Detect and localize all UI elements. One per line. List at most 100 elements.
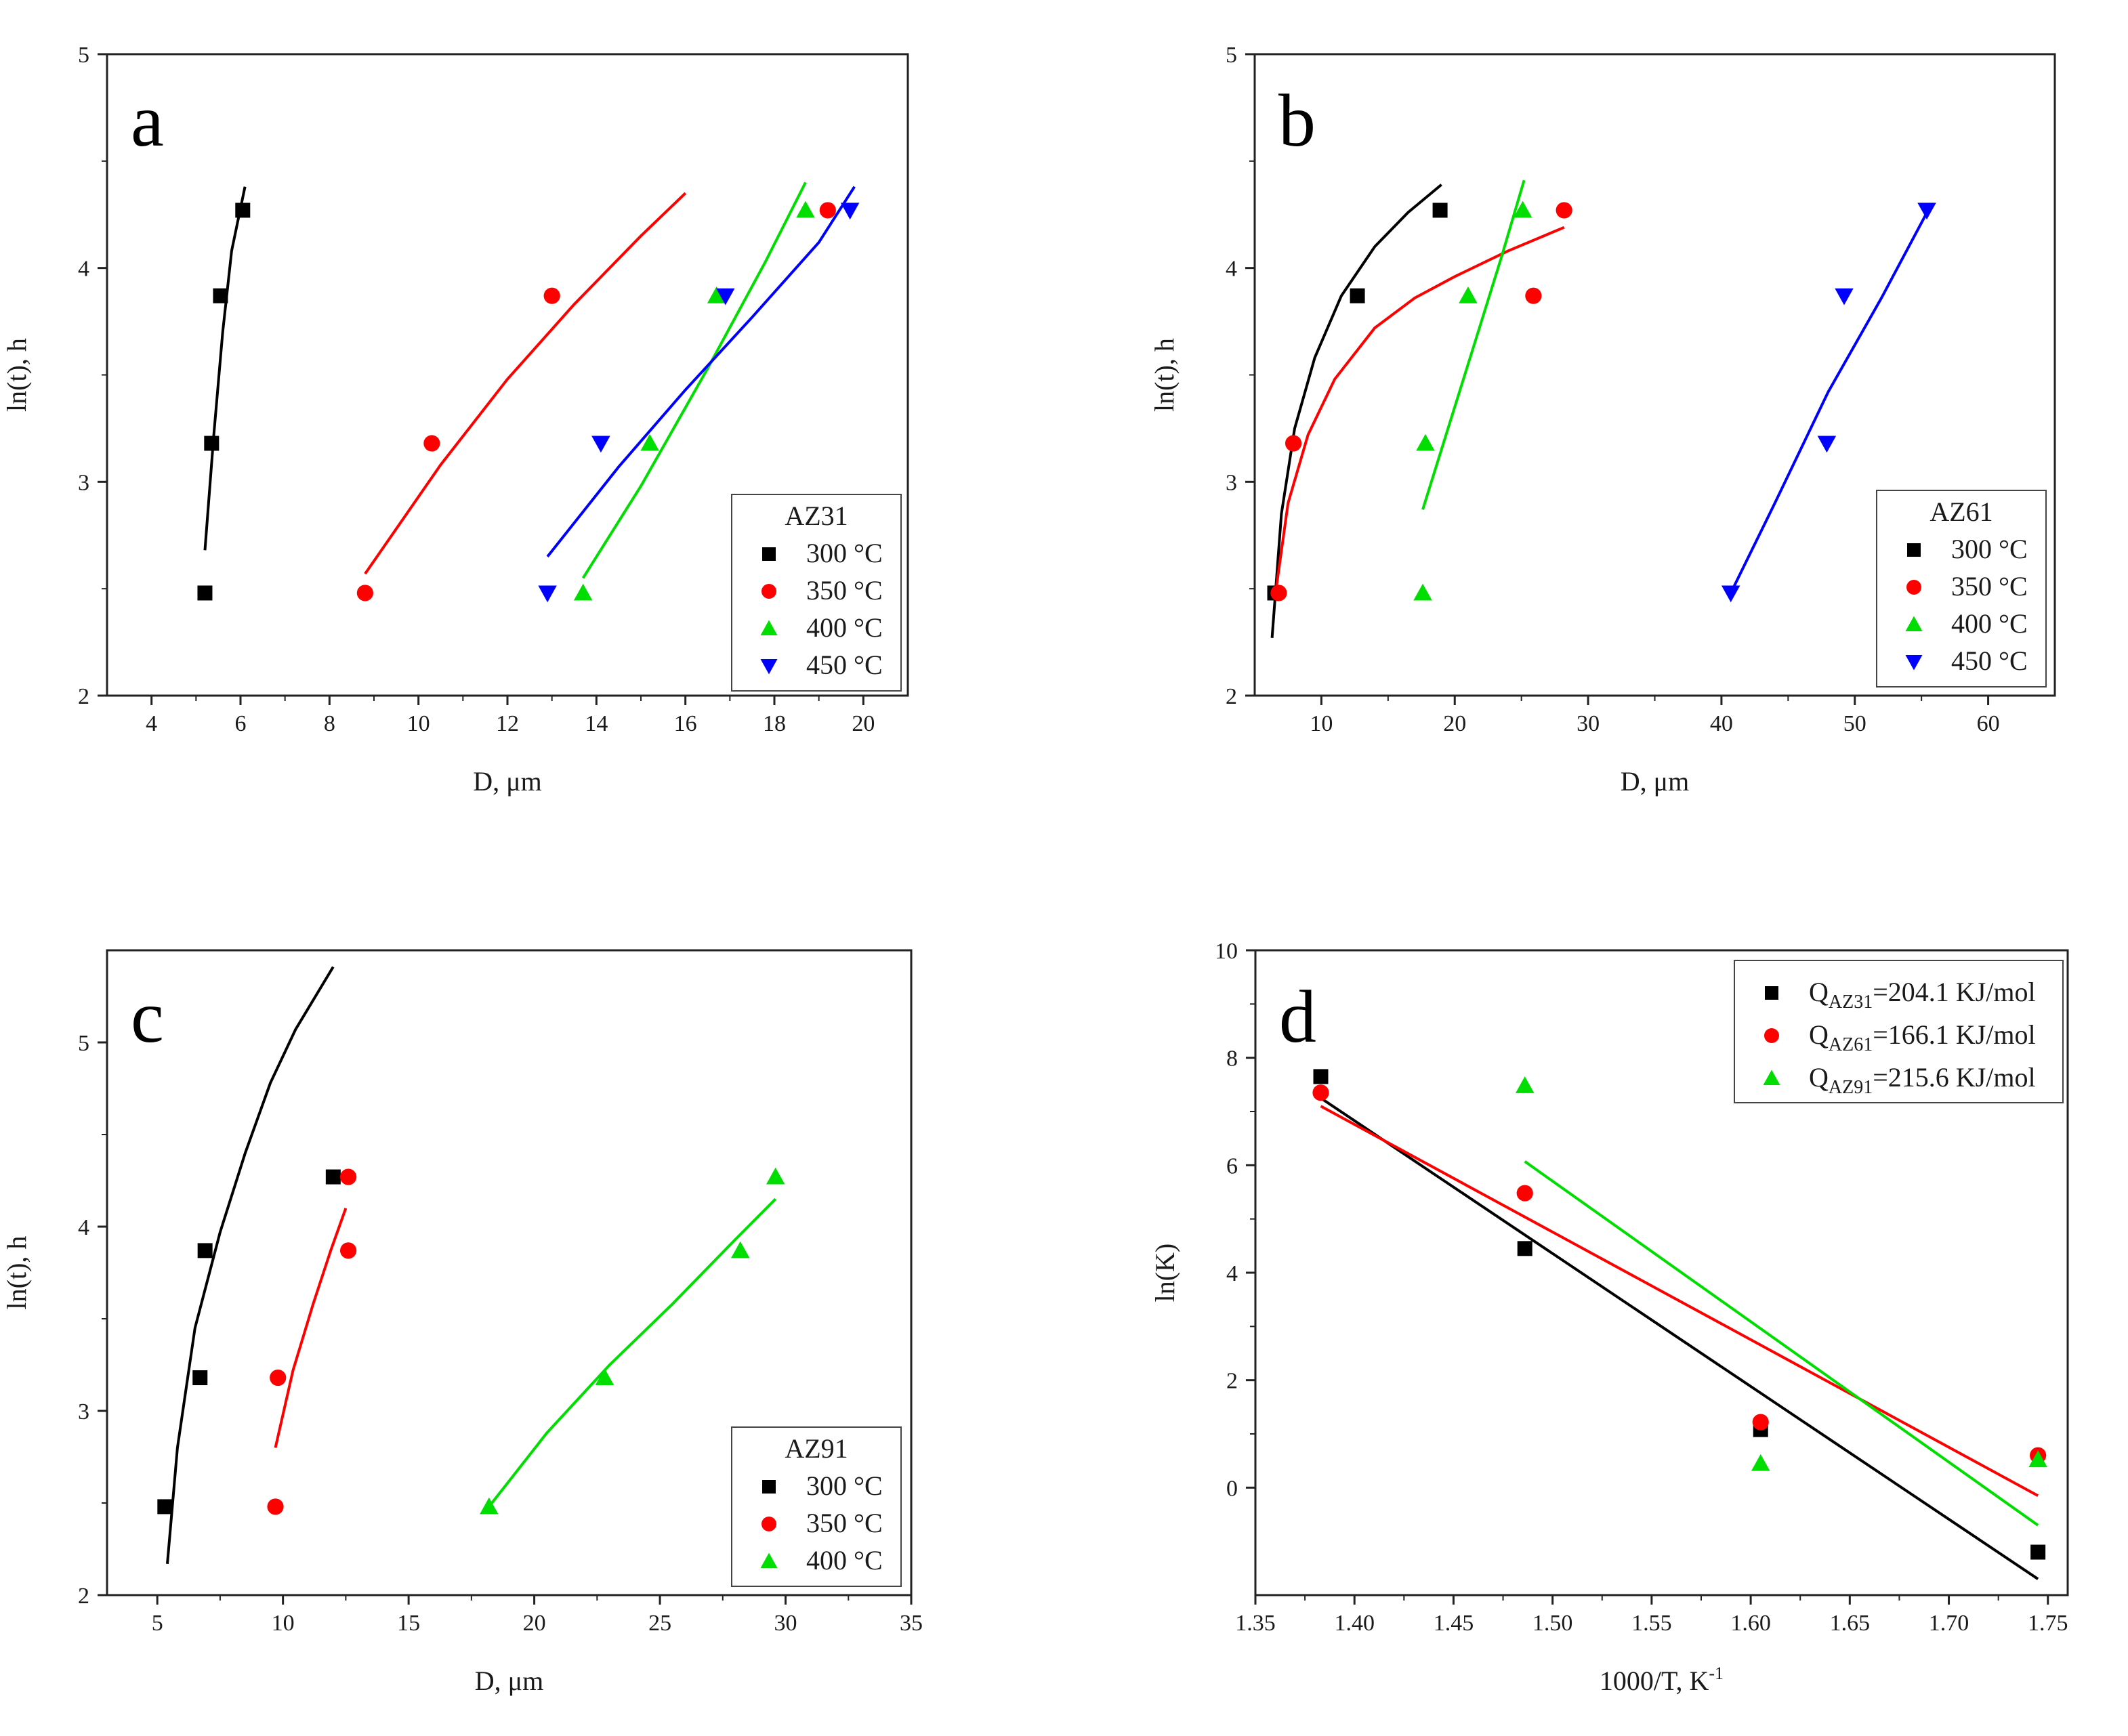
legend-label-subscript: AZ61 [1829,1034,1873,1055]
data-point [1285,435,1302,452]
y-tick-label: 2 [1226,684,1237,709]
legend-marker [1906,580,1921,595]
data-point [192,1370,208,1386]
x-tick-label: 5 [152,1611,163,1636]
data-point [2030,1544,2046,1560]
x-tick-label: 10 [272,1611,295,1636]
panel-letter: b [1278,79,1316,162]
x-axis-label: D, μm [1621,766,1689,797]
data-point [1313,1069,1329,1084]
legend-box [731,1426,902,1587]
legend-label: 400 °C [1951,608,2028,639]
legend-label: QAZ31=204.1 KJ/mol [1809,977,2036,1013]
plot-frame [106,949,913,1596]
data-point [766,1167,785,1185]
x-tick-label: 14 [585,711,608,736]
data-point [197,1243,213,1258]
data-point [2028,1450,2047,1468]
data-point [235,203,251,218]
fit-line [1729,209,1929,594]
legend-label: 350 °C [806,575,883,606]
x-tick-label: 10 [1310,711,1333,736]
data-point [840,203,860,220]
y-axis-label: ln(t), h [1149,338,1180,412]
y-tick-label: 0 [1226,1476,1238,1501]
legend-label-value: =204.1 KJ/mol [1873,977,2035,1007]
y-tick-label: 4 [1226,1261,1238,1286]
data-point [480,1497,499,1515]
panel-c: 5 10 15 20 25 30 35 2 3 4 5 D, μm ln(t), h c AZ91 300 °… [1,949,923,1696]
panel-b: 10 20 30 40 50 60 2 3 4 5 D, μm ln(t), h b AZ61 300 °C… [1149,43,2056,797]
x-tick-label: 25 [648,1611,671,1636]
legend-marker [762,1480,776,1494]
fit-line [274,1208,348,1448]
legend-label-value: =166.1 KJ/mol [1873,1019,2035,1050]
legend-title: AZ31 [785,501,848,531]
x-tick-label: 1.40 [1334,1611,1375,1636]
legend-label-main: Q [1809,1019,1829,1050]
data-point [339,1168,357,1185]
legend-marker [1905,616,1923,631]
x-tick-label: 1.75 [2028,1611,2068,1636]
data-point [640,433,659,451]
legend-label-main: Q [1809,1062,1829,1093]
x-tick-label: 30 [1577,711,1600,736]
legend-label: 300 °C [806,538,883,568]
legend-label: 350 °C [806,1508,883,1538]
y-tick-label: 4 [78,257,89,282]
data-point [267,1498,284,1515]
legend-label: QAZ91=215.6 KJ/mol [1809,1062,2036,1098]
legend-box [1876,490,2047,687]
data-point [1516,1185,1533,1202]
x-tick-label: 1.55 [1631,1611,1672,1636]
legend-marker [1764,1028,1779,1043]
y-tick-label: 6 [1226,1153,1238,1179]
data-point [325,1169,341,1185]
data-point [819,202,836,219]
fit-line [1320,1097,2039,1580]
y-tick-label: 5 [78,1031,89,1056]
panel-a: 4 6 8 10 12 14 16 18 20 2 3 4 5 D, μm ln(t), h a AZ31 300… [1,43,909,797]
x-tick-label: 8 [324,711,335,736]
data-point [213,288,228,303]
x-tick-label: 20 [1443,711,1466,736]
data-point [1752,1414,1769,1431]
data-point [1917,203,1936,220]
x-tick-label: 50 [1843,711,1866,736]
data-point [1350,288,1365,303]
legend-box [1734,960,2064,1103]
fit-line [1320,1105,2039,1497]
panel-letter: a [131,79,164,162]
x-tick-label: 35 [900,1611,923,1636]
data-point [1416,433,1435,451]
x-tick-label: 12 [496,711,519,736]
x-tick-label: 16 [674,711,697,736]
data-point [1312,1084,1329,1101]
data-point [204,436,220,451]
y-tick-label: 3 [1226,470,1237,495]
y-tick-label: 4 [1226,257,1237,282]
legend-label: QAZ61=166.1 KJ/mol [1809,1019,2036,1055]
legend-title: AZ61 [1929,496,1993,527]
legend-marker [762,547,776,561]
data-point [796,200,815,218]
y-axis-label: ln(t), h [1,338,32,412]
y-tick-label: 10 [1215,939,1238,964]
data-point [573,583,593,601]
y-tick-label: 2 [78,1584,89,1609]
fit-line [1273,226,1565,600]
y-tick-label: 8 [1226,1046,1238,1072]
data-point [356,585,373,601]
data-point [1413,583,1432,601]
data-point [1459,286,1478,303]
fit-line [581,182,807,579]
data-point [543,287,560,304]
data-point [1432,203,1448,218]
legend-marker [1765,986,1778,1000]
y-axis-label: ln(K) [1150,1244,1180,1303]
y-tick-label: 3 [78,1399,89,1424]
legend-label-subscript: AZ31 [1829,992,1873,1013]
data-point [157,1499,173,1515]
data-point [1517,1241,1532,1256]
